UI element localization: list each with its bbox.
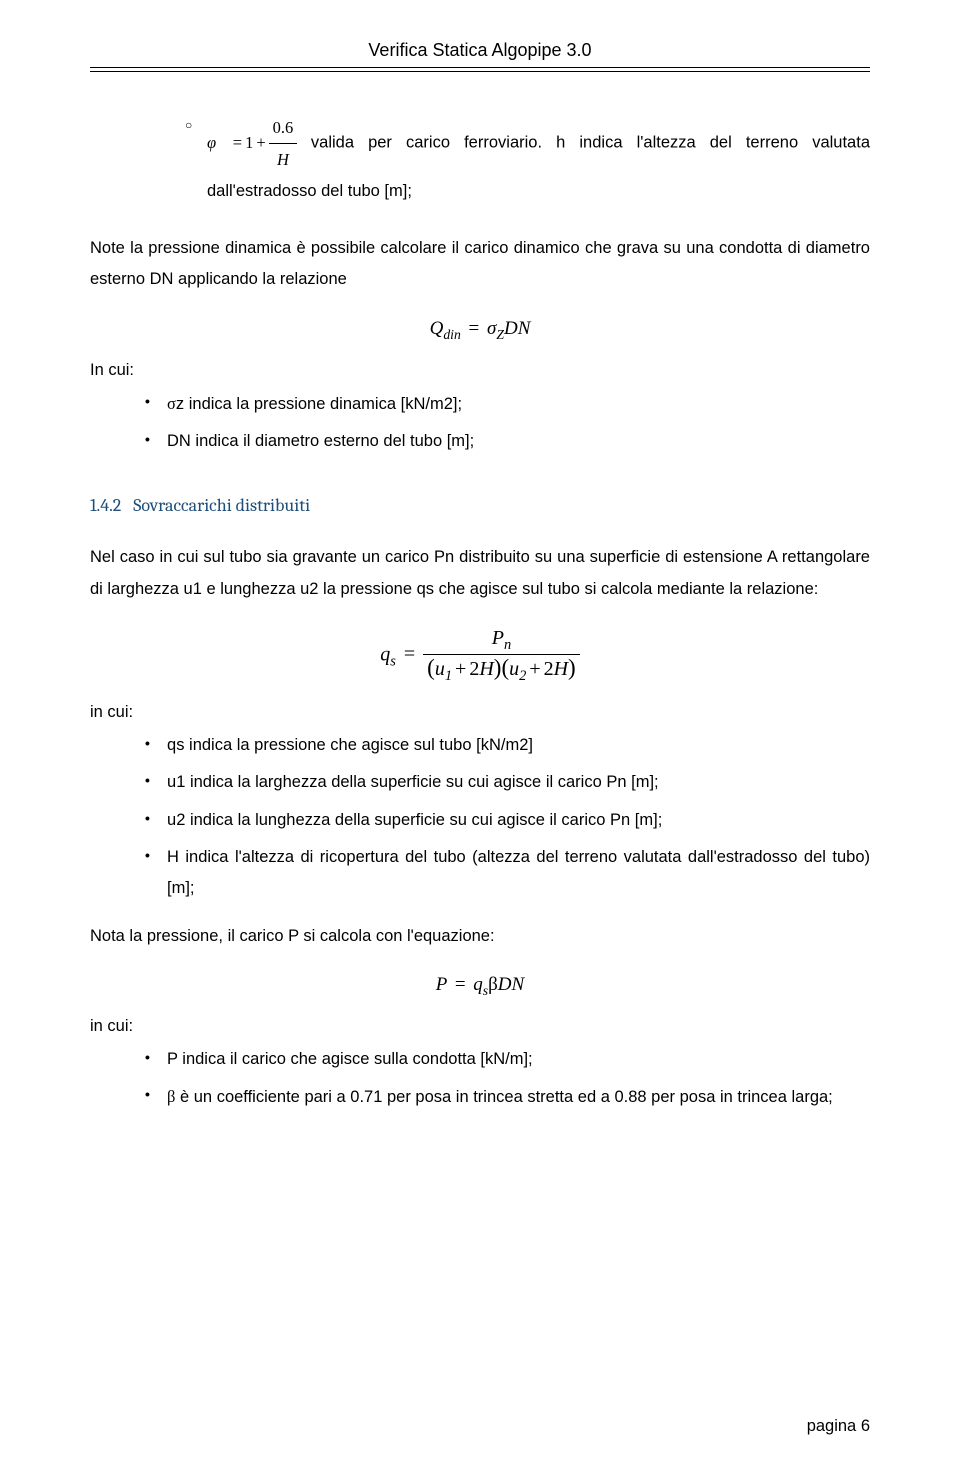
eq2-q: q (380, 643, 390, 665)
list2-d: • H indica l'altezza di ricopertura del … (145, 842, 870, 905)
eq2-pn: n (504, 637, 511, 653)
l2c-pre: u (167, 811, 176, 829)
l2b-sub: 1 (176, 773, 185, 791)
eq-dn: DN (504, 318, 530, 339)
p2c: e lunghezza u (202, 580, 309, 598)
page-footer: pagina 6 (807, 1417, 870, 1436)
eq2-h2: H (554, 658, 568, 680)
p2b-sub: 1 (193, 580, 202, 598)
l2c-sub: 2 (176, 811, 185, 829)
sigma-sym: σ (167, 394, 176, 413)
plus-op: + (253, 133, 268, 152)
eq-qs: qs = Pn (u1+2H)(u2+2H) (90, 627, 870, 685)
l3a: P indica il carico che agisce sulla cond… (167, 1044, 870, 1075)
eq-din-sub: din (443, 327, 460, 342)
l2c-sub2: n (621, 811, 630, 829)
hollow-bullet-marker: ○ (185, 112, 207, 140)
eq3-dn: DN (498, 974, 524, 995)
eq-qdin: Qdin = σZDN (90, 318, 870, 343)
section-heading: 1.4.2 Sovraccarichi distribuiti (90, 495, 870, 516)
l2c-end: [m]; (630, 811, 662, 829)
dn-text: DN indica il diametro esterno del tubo [… (167, 426, 870, 457)
list3-b: • β è un coefficiente pari a 0.71 per po… (145, 1081, 870, 1113)
list1-item2: • DN indica il diametro esterno del tubo… (145, 426, 870, 457)
list2-a: • qs indica la pressione che agisce sul … (145, 730, 870, 761)
eq2-u1: u (435, 658, 445, 680)
sup2: 2 (444, 395, 453, 413)
eq3-beta: β (488, 974, 498, 995)
list-1: • σz indica la pressione dinamica [kN/m2… (145, 388, 870, 458)
l2d: H indica l'altezza di ricopertura del tu… (167, 842, 870, 905)
eq2-u2: u (509, 658, 519, 680)
list-2: • qs indica la pressione che agisce sul … (145, 730, 870, 905)
p2e: che agisce sul tubo si calcola mediante … (434, 580, 818, 598)
list-3: • P indica il carico che agisce sulla co… (145, 1044, 870, 1114)
para-sovraccarichi: Nel caso in cui sul tubo sia gravante un… (90, 542, 870, 605)
l3b-tail: è un coefficiente pari a 0.71 per posa i… (175, 1088, 832, 1106)
sec-title: Sovraccarichi distribuiti (133, 495, 310, 516)
eq2-plus1: + (452, 658, 469, 680)
list2-b: • u1 indica la larghezza della superfici… (145, 767, 870, 798)
p2d: la pressione q (318, 580, 425, 598)
sec-num: 1.4.2 (90, 495, 121, 516)
incui-2: in cui: (90, 703, 870, 722)
l2a-end: ] (528, 736, 533, 754)
para-nota-pressione: Nota la pressione, il carico P si calcol… (90, 921, 870, 952)
eq3-p: P (436, 974, 447, 995)
eq3-eq: = (452, 974, 469, 995)
eq2-2b: 2 (544, 658, 554, 680)
eq2-one: 1 (445, 668, 452, 684)
frac-den: H (269, 143, 298, 175)
eq2-plus2: + (526, 658, 543, 680)
p2d-sub: s (426, 580, 434, 598)
list3-a: • P indica il carico che agisce sulla co… (145, 1044, 870, 1075)
eq-q: Q (430, 318, 444, 339)
eq-sigma: σ (487, 318, 496, 339)
l2a-sup: 2 (519, 736, 528, 754)
l2a-mid: indica la pressione che agisce sul tubo … (184, 736, 519, 754)
incui-3: in cui: (90, 1017, 870, 1036)
doc-header-title: Verifica Statica Algopipe 3.0 (90, 40, 870, 61)
l2b-sub2: n (617, 773, 626, 791)
eq2-p: P (492, 627, 504, 649)
eq-eqop: = (466, 318, 483, 339)
list1-item1: • σz indica la pressione dinamica [kN/m2… (145, 388, 870, 420)
eq2-eq: = (401, 643, 418, 665)
eq2-s: s (390, 653, 396, 669)
note-paragraph: Note la pressione dinamica è possibile c… (90, 233, 870, 296)
incui-1: In cui: (90, 361, 870, 380)
sigma-z-sub: z (176, 395, 184, 413)
l2b-pre: u (167, 773, 176, 791)
phi-sym: φ (207, 133, 216, 152)
eq-op: = (230, 133, 245, 152)
l2c-mid: indica la lunghezza della superficie su … (185, 811, 621, 829)
sigma-text: indica la pressione dinamica [kN/m (184, 395, 444, 413)
l2a-pre: q (167, 736, 176, 754)
eq-zsub: Z (496, 327, 504, 342)
p2a: Nel caso in cui sul tubo sia gravante un… (90, 548, 445, 566)
p2a-sub: n (445, 548, 454, 566)
eq3-q: q (473, 974, 483, 995)
l2b-end: [m]; (627, 773, 659, 791)
l2b-mid: indica la larghezza della superficie su … (185, 773, 617, 791)
frac-num: 0.6 (269, 112, 298, 143)
sigma-end: ]; (453, 395, 462, 413)
eq2-2a: 2 (469, 658, 479, 680)
list2-c: • u2 indica la lunghezza della superfici… (145, 805, 870, 836)
phi-bullet: ○ φ =1+0.6H valida per carico ferroviari… (185, 112, 870, 207)
eq-p: P = qsβDN (90, 974, 870, 999)
eq2-h1: H (479, 658, 493, 680)
header-rule (90, 67, 870, 72)
